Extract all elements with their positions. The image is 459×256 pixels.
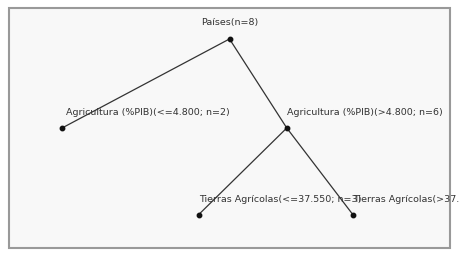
Text: Países(n=8): Países(n=8) [201, 18, 258, 27]
Text: Agricultura (%PIB)(<=4.800; n=2): Agricultura (%PIB)(<=4.800; n=2) [67, 108, 230, 117]
Text: Tierras Agrícolas(<=37.550; n=3): Tierras Agrícolas(<=37.550; n=3) [199, 195, 361, 204]
FancyBboxPatch shape [9, 8, 450, 248]
Text: Tierras Agrícolas(>37.550; n=3): Tierras Agrícolas(>37.550; n=3) [353, 195, 459, 204]
Text: Agricultura (%PIB)(>4.800; n=6): Agricultura (%PIB)(>4.800; n=6) [287, 108, 442, 117]
